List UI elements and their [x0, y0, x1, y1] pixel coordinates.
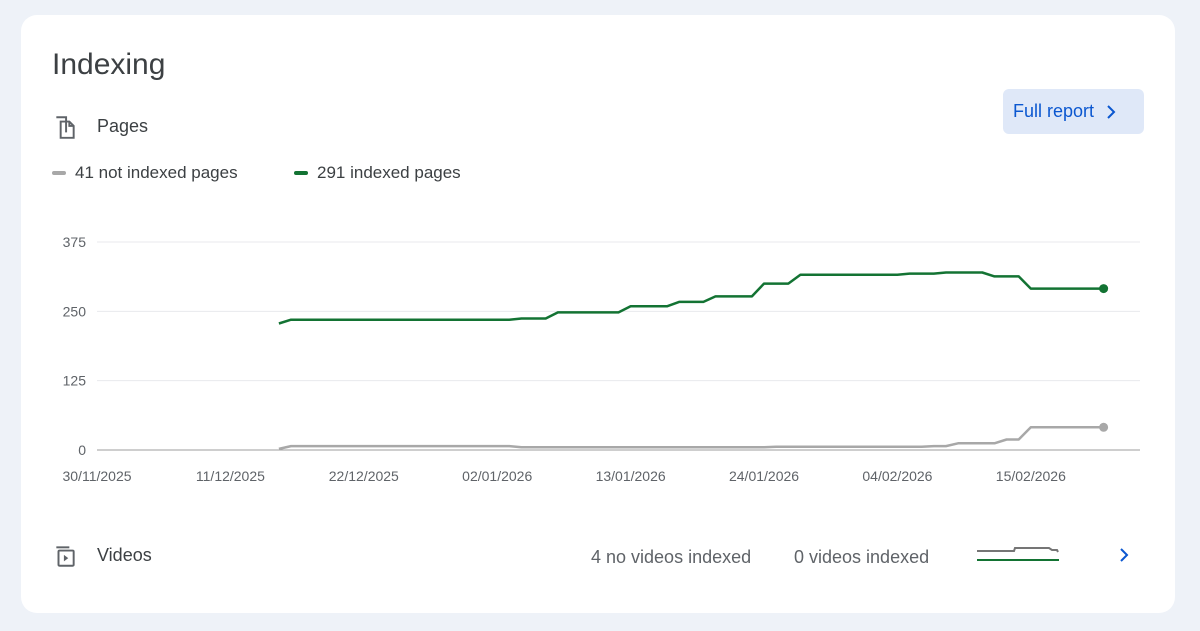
legend-label-not-indexed: 41 not indexed pages — [75, 163, 238, 182]
videos-indexed-count: 0 videos indexed — [794, 547, 930, 567]
x-tick-label: 22/12/2025 — [329, 468, 399, 484]
x-tick-label: 15/02/2026 — [996, 468, 1066, 484]
legend-swatch-indexed — [294, 171, 308, 175]
full-report-label: Full report — [1013, 101, 1095, 121]
series-line-not-indexed — [278, 426, 1104, 451]
x-tick-label: 02/01/2026 — [462, 468, 532, 484]
legend-not-indexed: 41 not indexed pages — [52, 163, 238, 183]
no-videos-indexed-count: 4 no videos indexed — [591, 547, 752, 567]
y-tick-label: 0 — [78, 442, 86, 458]
series-endpoint-indexed — [1099, 284, 1109, 294]
videos-chevron-right-icon[interactable] — [1114, 545, 1136, 567]
x-tick-label: 11/12/2025 — [196, 468, 265, 484]
series-line-indexed — [278, 271, 1104, 325]
legend-indexed: 291 indexed pages — [294, 163, 461, 183]
card-title: Indexing — [52, 48, 166, 81]
indexing-chart: 0 125 250 375 30/11/2025 11/12/2025 22/12/2025… — [62, 234, 1140, 484]
x-tick-label: 04/02/2026 — [862, 468, 932, 484]
series-endpoint-not-indexed — [1099, 422, 1109, 432]
legend-swatch-not-indexed — [52, 171, 66, 175]
pages-icon — [52, 114, 78, 140]
x-tick-label: 24/01/2026 — [729, 468, 799, 484]
x-tick-label: 13/01/2026 — [596, 468, 666, 484]
sparkline-no-videos — [977, 547, 1059, 553]
x-tick-label: 30/11/2025 — [62, 468, 131, 484]
indexing-card — [21, 15, 1175, 613]
videos-sparkline — [977, 547, 1059, 561]
video-library-icon — [52, 543, 78, 569]
y-tick-label: 375 — [63, 234, 87, 250]
full-report-button[interactable]: Full report — [1003, 89, 1144, 134]
y-tick-label: 250 — [63, 303, 87, 319]
pages-label: Pages — [97, 116, 149, 136]
videos-label: Videos — [97, 545, 152, 565]
legend-label-indexed: 291 indexed pages — [317, 163, 461, 182]
chevron-right-icon — [1104, 103, 1118, 121]
y-tick-label: 125 — [63, 373, 87, 389]
